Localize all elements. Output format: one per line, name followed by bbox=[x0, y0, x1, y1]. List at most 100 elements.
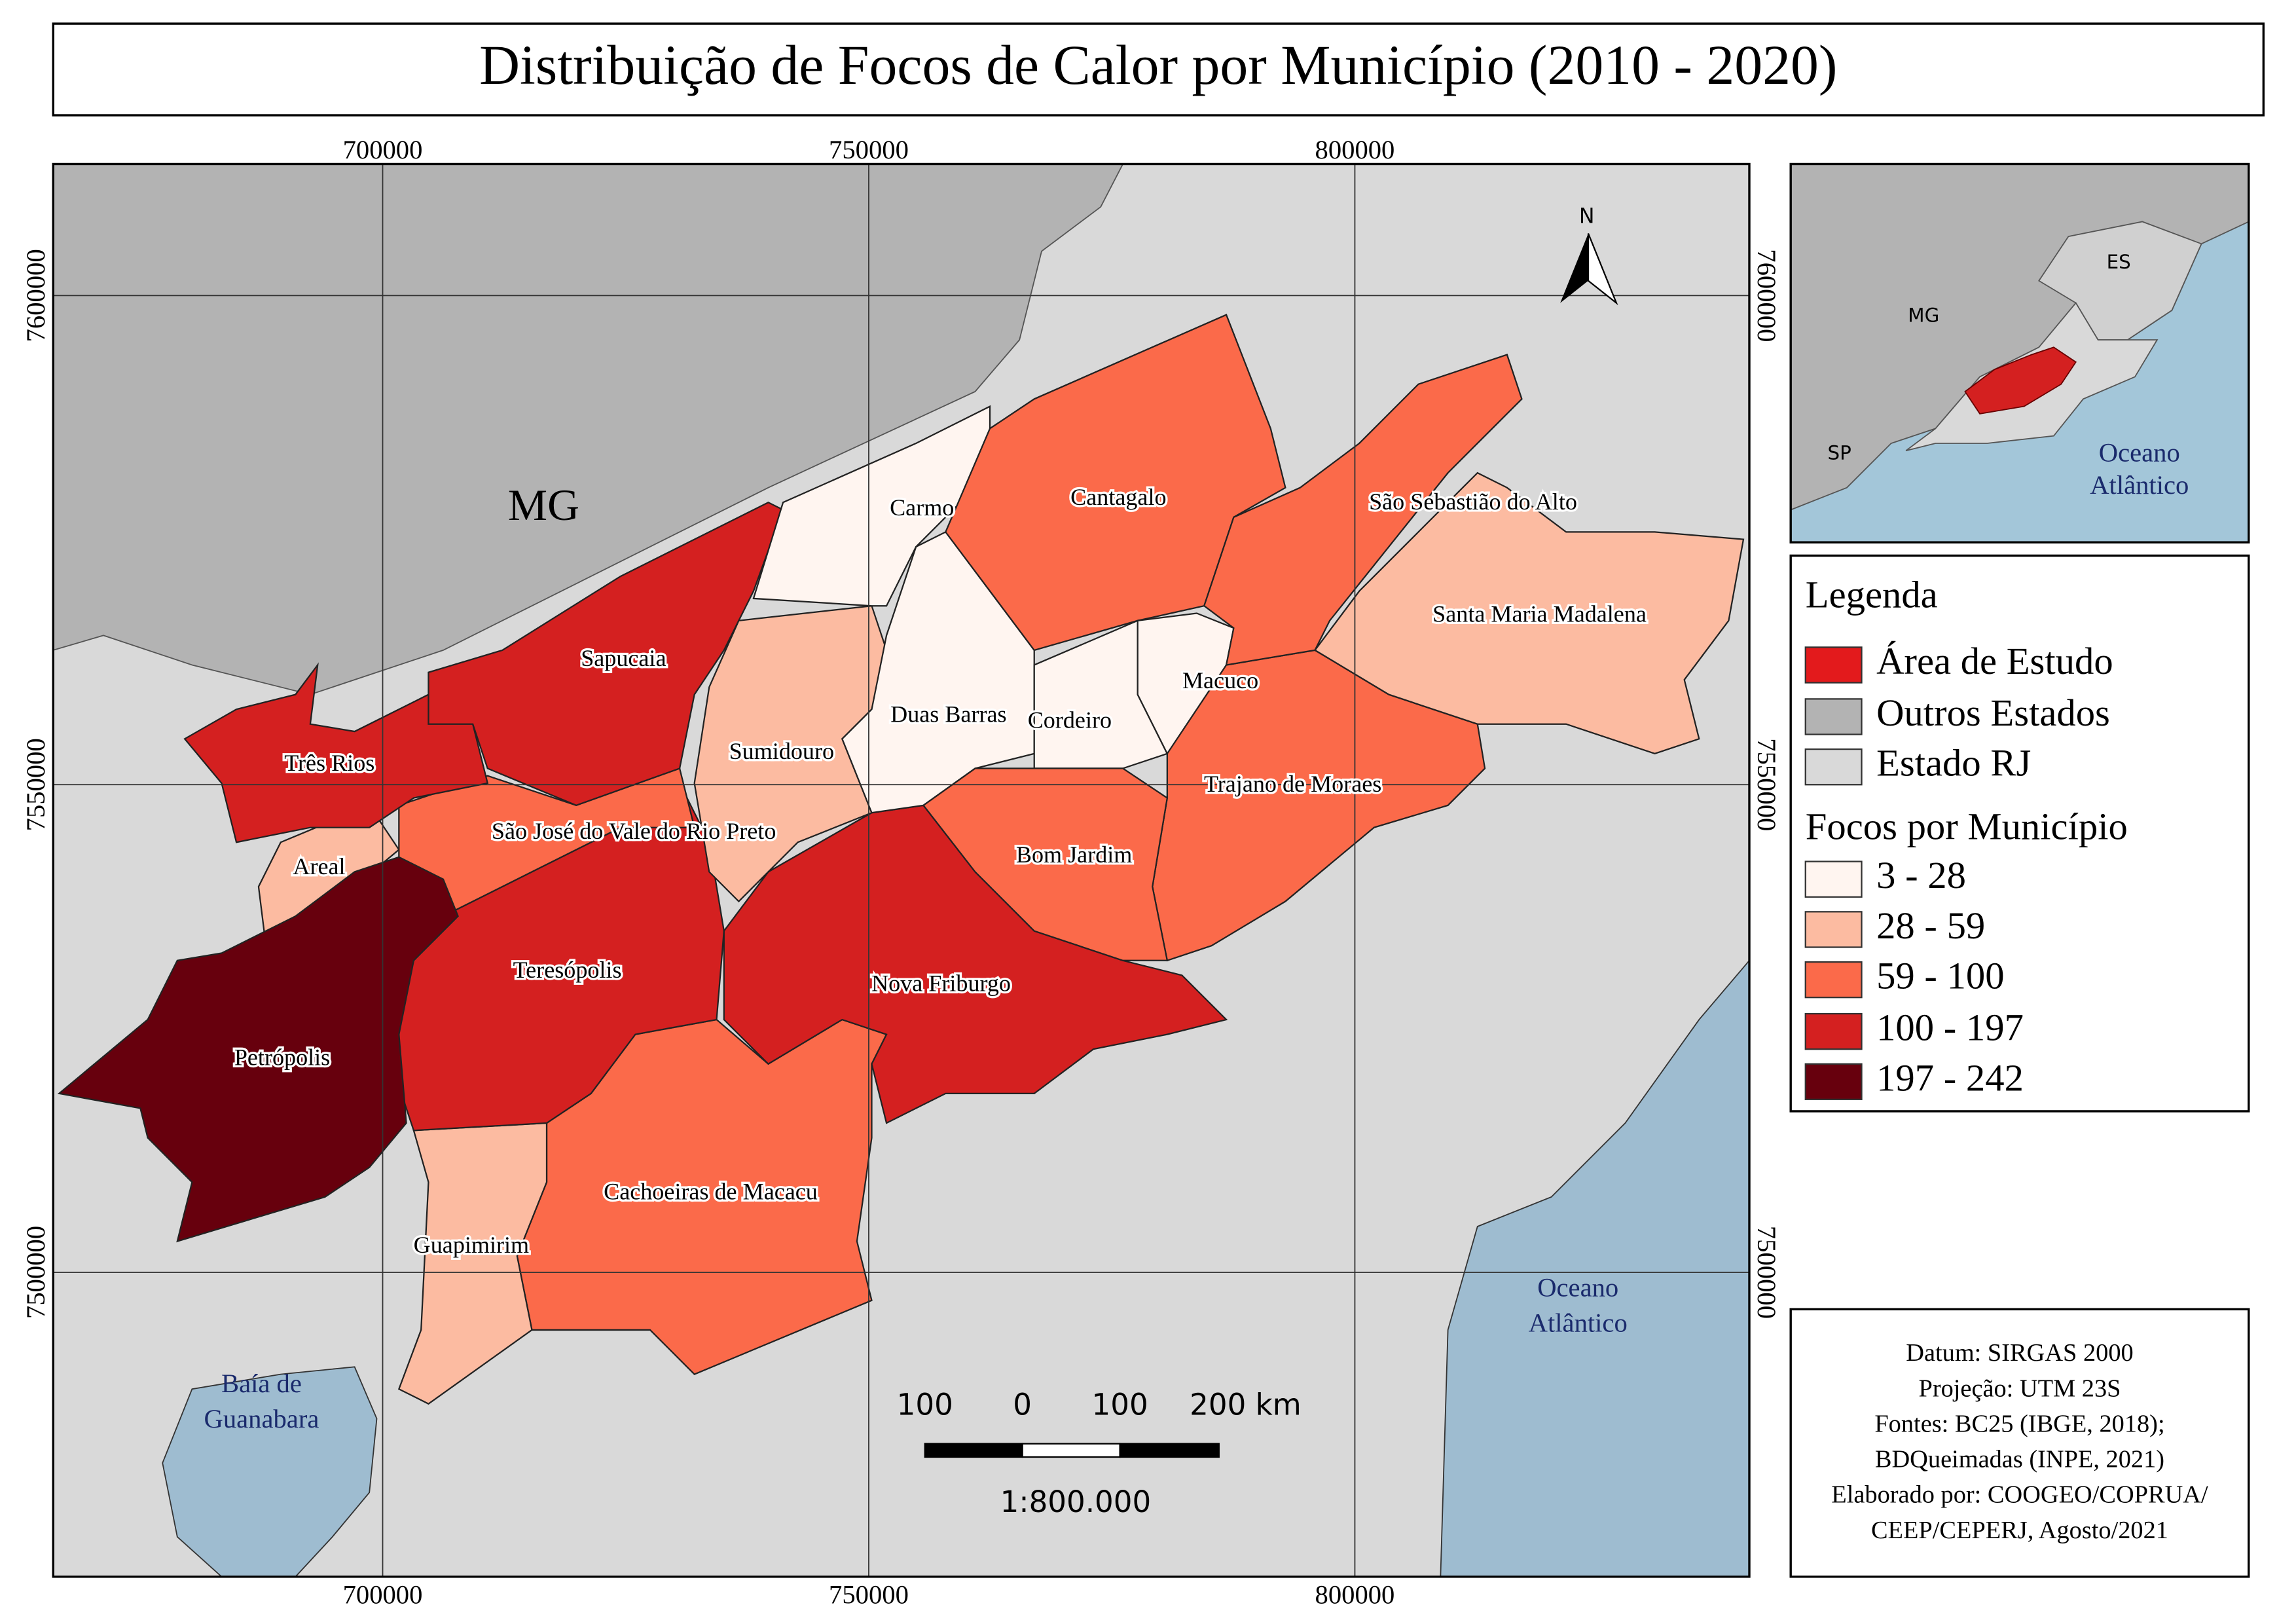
municipality-label: Petrópolis bbox=[234, 1044, 330, 1070]
coordinates: 700000 750000 800000 700000 750000 80000… bbox=[21, 135, 1781, 1610]
scale-segment bbox=[1119, 1443, 1220, 1458]
y-coord-label: 7550000 bbox=[1752, 738, 1781, 831]
info-line: Fontes: BC25 (IBGE, 2018); bbox=[1874, 1410, 2164, 1437]
title-box bbox=[52, 22, 2265, 117]
municipality-label: Areal bbox=[293, 853, 345, 879]
info-frame bbox=[1789, 1308, 2250, 1578]
north-label: N bbox=[1579, 205, 1595, 229]
inset-label: ES bbox=[2107, 251, 2131, 273]
municipality-label: Guapimirim bbox=[414, 1232, 529, 1258]
inset-frame bbox=[1789, 162, 2250, 544]
scale-bar: 100 0 100 200 km 1:800.000 bbox=[897, 1387, 1302, 1519]
inset-label: SP bbox=[1828, 441, 1851, 464]
north-arrow-left bbox=[1560, 233, 1589, 303]
legend-swatch bbox=[1804, 646, 1863, 684]
legend-class: 100 - 197 bbox=[1876, 1006, 2024, 1049]
main-map: MG Carmo Cantagalo São Sebastião do Alto… bbox=[21, 135, 1781, 1610]
municipality bbox=[1313, 471, 1745, 755]
municipality-label: Santa Maria Madalena bbox=[1432, 600, 1647, 627]
municipality bbox=[922, 767, 1169, 961]
inset-map: MG ES SP Oceano Atlântico bbox=[1789, 162, 2250, 544]
info-line: Elaborado por: COOGEO/COPRUA/ bbox=[1831, 1481, 2208, 1509]
municipality-label: Sumidouro bbox=[729, 738, 834, 764]
other-state bbox=[53, 164, 1124, 695]
legend-swatch bbox=[1804, 911, 1863, 948]
y-coord-label: 7600000 bbox=[21, 249, 50, 342]
municipality-label: Cantagalo bbox=[1070, 484, 1166, 510]
title: Distribuição de Focos de Calor por Munic… bbox=[479, 34, 1837, 96]
municipality-label: São Sebastião do Alto bbox=[1369, 489, 1577, 515]
legend-swatch bbox=[1804, 961, 1863, 999]
municipality-label: Trajano de Moraes bbox=[1204, 771, 1381, 797]
x-coord-label: 750000 bbox=[829, 1580, 909, 1610]
north-arrow: N bbox=[1560, 205, 1618, 306]
municipality-label: Duas Barras bbox=[890, 701, 1006, 728]
municipality-label: São José do Vale do Rio Preto bbox=[492, 818, 776, 844]
scale-ratio: 1:800.000 bbox=[1000, 1485, 1152, 1519]
scale-label: 200 km bbox=[1190, 1387, 1302, 1422]
legend-title: Legenda bbox=[1806, 573, 1938, 616]
legend-box bbox=[1789, 554, 2250, 1113]
legend-class: 59 - 100 bbox=[1876, 955, 2005, 997]
municipality-label: Sapucaia bbox=[581, 645, 666, 671]
municipality-label: Cachoeiras de Macacu bbox=[604, 1179, 818, 1205]
bay-label: Guanabara bbox=[204, 1404, 319, 1433]
x-coord-label: 700000 bbox=[343, 1580, 423, 1610]
legend-swatch bbox=[1804, 748, 1863, 786]
x-coord-label: 750000 bbox=[829, 135, 909, 164]
state-label: MG bbox=[508, 481, 579, 530]
ocean-label: Oceano bbox=[1537, 1272, 1618, 1302]
legend-swatch bbox=[1804, 860, 1863, 898]
municipality bbox=[428, 501, 784, 807]
municipality bbox=[1203, 354, 1523, 666]
municipality bbox=[945, 314, 1286, 652]
municipality-label: Teresópolis bbox=[513, 957, 622, 983]
y-coord-label: 7550000 bbox=[21, 738, 50, 831]
ocean-label: Atlântico bbox=[1529, 1308, 1628, 1337]
municipalities bbox=[57, 314, 1745, 1405]
map-labels: MG Carmo Cantagalo São Sebastião do Alto… bbox=[204, 481, 1649, 1433]
scale-segment bbox=[924, 1443, 1023, 1458]
legend-swatch bbox=[1804, 698, 1863, 735]
scale-segment bbox=[1021, 1443, 1121, 1458]
inset-ocean-label: Atlântico bbox=[2090, 470, 2189, 500]
scale-label: 0 bbox=[1013, 1387, 1032, 1422]
info-line: Datum: SIRGAS 2000 bbox=[1906, 1339, 2133, 1367]
legend-item: Estado RJ bbox=[1876, 742, 2031, 784]
municipality-label: Três Rios bbox=[284, 750, 374, 776]
legend-item: Outros Estados bbox=[1876, 692, 2110, 734]
legend-item: Área de Estudo bbox=[1876, 640, 2113, 682]
municipality-label: Carmo bbox=[890, 494, 954, 521]
legend-subtitle: Focos por Município bbox=[1806, 805, 2128, 848]
inset-study-area bbox=[1964, 346, 2077, 415]
scale-label: 100 bbox=[1092, 1387, 1148, 1422]
municipality-label: Macuco bbox=[1182, 667, 1258, 693]
ocean bbox=[1440, 959, 1749, 1577]
map-frame bbox=[52, 162, 1751, 1578]
legend-swatch bbox=[1804, 1063, 1863, 1101]
y-coord-label: 7500000 bbox=[1752, 1226, 1781, 1319]
y-coord-label: 7500000 bbox=[21, 1226, 50, 1319]
info-line: BDQueimadas (INPE, 2021) bbox=[1875, 1446, 2164, 1473]
legend: Legenda Área de Estudo Outros Estados Es… bbox=[1789, 554, 2250, 1113]
north-arrow-right bbox=[1587, 233, 1618, 306]
info-line: Projeção: UTM 23S bbox=[1918, 1375, 2121, 1402]
scale-label: 100 bbox=[897, 1387, 953, 1422]
y-coord-label: 7600000 bbox=[1752, 249, 1781, 342]
info-box: Datum: SIRGAS 2000 Projeção: UTM 23S Fon… bbox=[1789, 1308, 2250, 1578]
x-coord-label: 700000 bbox=[343, 135, 423, 164]
municipality-label: Cordeiro bbox=[1028, 707, 1112, 733]
bay-label: Baía de bbox=[221, 1369, 302, 1398]
legend-class: 28 - 59 bbox=[1876, 904, 1985, 947]
info-line: CEEP/CEPERJ, Agosto/2021 bbox=[1871, 1517, 2168, 1544]
grid bbox=[53, 164, 1749, 1577]
municipality-label: Bom Jardim bbox=[1016, 841, 1132, 868]
municipality bbox=[397, 1122, 548, 1405]
municipality-label: Nova Friburgo bbox=[871, 970, 1011, 996]
legend-class: 197 - 242 bbox=[1876, 1056, 2024, 1099]
municipality bbox=[57, 856, 459, 1243]
x-coord-label: 800000 bbox=[1315, 1580, 1395, 1610]
bay bbox=[162, 1366, 378, 1577]
